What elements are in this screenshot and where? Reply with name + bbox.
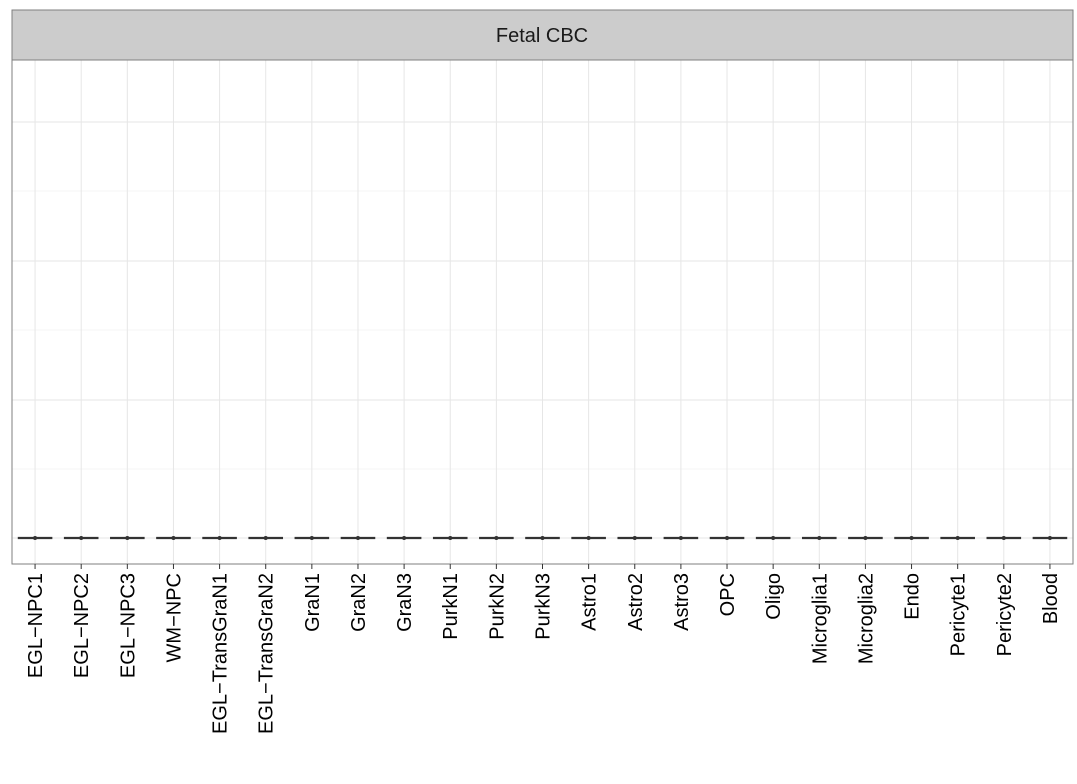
- median-point-19: [863, 536, 868, 540]
- x-tick-label: EGL−NPC2: [71, 573, 93, 678]
- median-point-22: [1001, 536, 1006, 540]
- facet-strip: [11, 9, 1074, 61]
- median-point-4: [171, 536, 176, 540]
- median-point-17: [771, 536, 776, 540]
- gridlines: [12, 60, 1073, 564]
- median-point-23: [1047, 536, 1052, 540]
- median-point-10: [448, 536, 453, 540]
- median-point-8: [355, 536, 360, 540]
- x-tick-label: EGL−NPC1: [25, 573, 47, 678]
- median-point-15: [678, 536, 683, 540]
- median-point-20: [909, 536, 914, 540]
- x-tick-label: EGL−TransGraN1: [210, 573, 232, 734]
- median-point-2: [79, 536, 84, 540]
- median-point-7: [309, 536, 314, 540]
- median-point-21: [955, 536, 960, 540]
- x-tick-label: Pericyte1: [948, 573, 970, 656]
- median-point-5: [217, 536, 222, 540]
- x-tick-label: GraN1: [302, 573, 324, 632]
- median-point-12: [540, 536, 545, 540]
- x-tick-label: Microglia1: [809, 573, 831, 664]
- median-point-18: [817, 536, 822, 540]
- x-tick-label: Microglia2: [855, 573, 877, 664]
- x-tick-label: PurkN1: [440, 573, 462, 640]
- x-tick-label: Endo: [902, 573, 924, 620]
- median-point-9: [402, 536, 407, 540]
- x-axis: EGL−NPC1 EGL−NPC2 EGL−NPC3 WM−NPC EGL−TransG…: [25, 564, 1062, 734]
- median-point-14: [632, 536, 637, 540]
- x-tick-label: Astro1: [579, 573, 601, 631]
- median-point-6: [263, 536, 268, 540]
- x-tick-label: EGL−TransGraN2: [256, 573, 278, 734]
- x-tick-label: PurkN3: [533, 573, 555, 640]
- median-point-11: [494, 536, 499, 540]
- x-tick-label: Blood: [1040, 573, 1062, 624]
- x-tick-label: Pericyte2: [994, 573, 1016, 656]
- x-tick-label: WM−NPC: [163, 573, 185, 662]
- x-tick-label: PurkN2: [486, 573, 508, 640]
- median-point-16: [725, 536, 730, 540]
- boxes: [17, 536, 1068, 540]
- median-point-3: [125, 536, 130, 540]
- x-tick-label: Astro3: [671, 573, 693, 631]
- median-point-13: [586, 536, 591, 540]
- x-tick-label: GraN3: [394, 573, 416, 632]
- x-tick-label: Astro2: [625, 573, 647, 631]
- x-tick-label: Oligo: [763, 573, 785, 620]
- x-tick-label: EGL−NPC3: [117, 573, 139, 678]
- facet-title: Fetal CBC: [496, 25, 588, 47]
- median-point-1: [33, 536, 38, 540]
- x-tick-label: GraN2: [348, 573, 370, 632]
- x-tick-label: OPC: [717, 573, 739, 616]
